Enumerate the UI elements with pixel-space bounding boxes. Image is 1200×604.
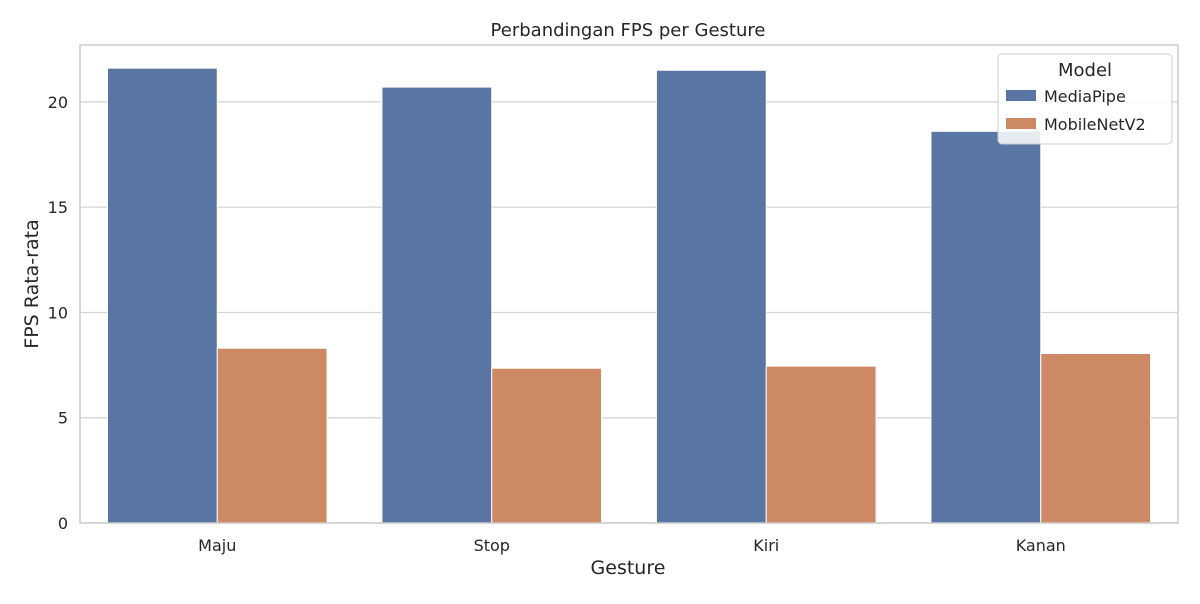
bar-mediapipe-kiri (655, 69, 767, 524)
plot-frame (79, 44, 1179, 524)
legend-swatch-mobilenetv2 (1006, 118, 1036, 129)
y-axis-label: FPS Rata-rata (21, 219, 43, 348)
y-tick-label: 10 (48, 303, 68, 322)
legend-label-mobilenetv2: MobileNetV2 (1044, 115, 1146, 134)
y-tick-label: 20 (48, 93, 68, 112)
x-tick-label: Stop (474, 536, 510, 555)
bars-layer (106, 67, 1152, 524)
x-tick-label: Kiri (753, 536, 779, 555)
legend-swatch-mediapipe (1006, 90, 1036, 101)
bar-mobilenetv2-stop (491, 367, 603, 524)
legend-box (997, 53, 1173, 145)
chart-title: Perbandingan FPS per Gesture (491, 20, 766, 41)
legend-label-mediapipe: MediaPipe (1044, 87, 1126, 106)
y-ticks: 0 5 10 15 20 (48, 93, 68, 533)
bar-mediapipe-stop (381, 86, 493, 524)
legend: Model MediaPipe MobileNetV2 (997, 53, 1173, 145)
bar-mobilenetv2-kiri (765, 365, 877, 524)
bar-mediapipe-maju (106, 67, 218, 524)
x-tick-label: Maju (198, 536, 236, 555)
x-ticks: Maju Stop Kiri Kanan (198, 536, 1066, 555)
bar-mobilenetv2-maju (216, 347, 328, 524)
x-tick-label: Kanan (1016, 536, 1066, 555)
bar-mediapipe-kanan (930, 130, 1042, 524)
y-tick-label: 0 (58, 514, 68, 533)
y-tick-label: 15 (48, 198, 68, 217)
legend-title: Model (1058, 60, 1112, 81)
bar-mobilenetv2-kanan (1040, 352, 1152, 524)
x-axis-label: Gesture (591, 557, 666, 579)
y-tick-label: 5 (58, 409, 68, 428)
